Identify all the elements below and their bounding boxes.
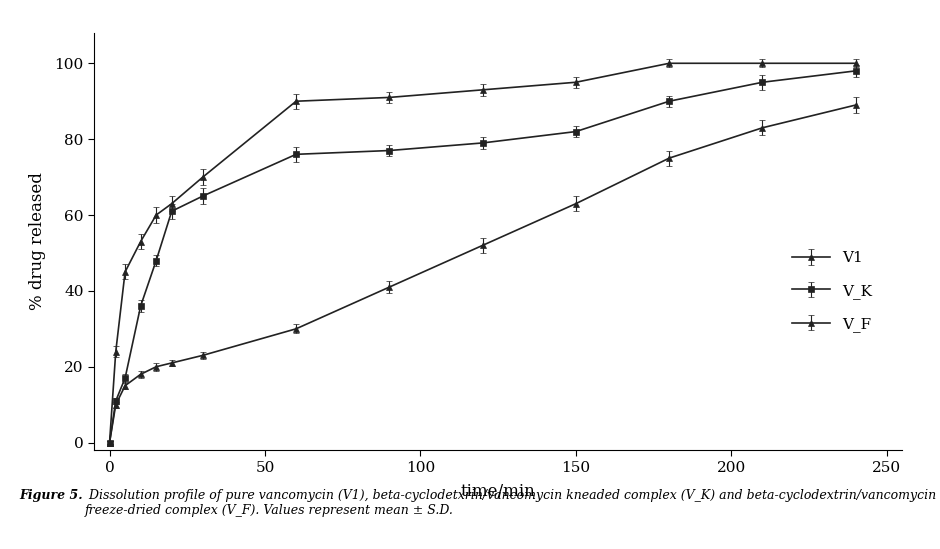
Text: Figure 5.: Figure 5. xyxy=(19,489,83,502)
Text: Dissolution profile of pure vancomycin (V1), beta-cyclodetxrin/vancomycin kneade: Dissolution profile of pure vancomycin (… xyxy=(86,489,936,517)
Y-axis label: % drug released: % drug released xyxy=(29,172,46,311)
Legend: V1, V_K, V_F: V1, V_K, V_F xyxy=(786,245,879,338)
X-axis label: time/min: time/min xyxy=(461,483,536,500)
